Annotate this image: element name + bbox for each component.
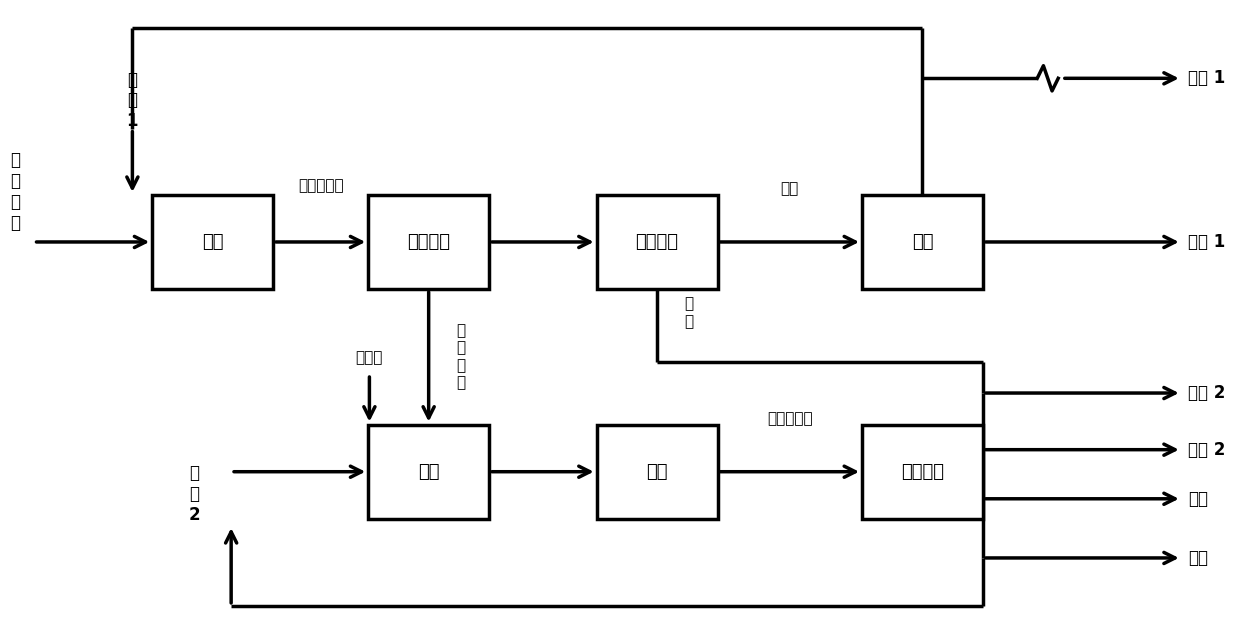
Text: 溶
剂
1: 溶 剂 1 [126, 70, 138, 130]
Text: 轻油 2: 轻油 2 [1188, 441, 1225, 458]
Text: 油水分离: 油水分离 [636, 233, 678, 251]
Text: 原
料
污
泥: 原 料 污 泥 [10, 151, 20, 232]
Text: 溶
剂
2: 溶 剂 2 [188, 464, 200, 523]
Text: 轻油 1: 轻油 1 [1188, 233, 1225, 251]
Text: 油相: 油相 [781, 181, 799, 196]
Text: 液化: 液化 [646, 463, 668, 481]
Text: 催化剂: 催化剂 [356, 350, 383, 364]
Text: 气体 1: 气体 1 [1188, 69, 1225, 87]
Text: 残渣: 残渣 [1188, 549, 1208, 567]
Text: 蒸馏: 蒸馏 [911, 233, 934, 251]
Text: 萃
取
残
渣: 萃 取 残 渣 [456, 323, 465, 391]
Text: 抽提分离: 抽提分离 [901, 463, 944, 481]
Bar [596, 425, 718, 519]
Text: 萃取: 萃取 [202, 233, 223, 251]
Text: 过滤分离: 过滤分离 [407, 233, 450, 251]
Text: 气体 2: 气体 2 [1188, 384, 1225, 402]
Bar [368, 425, 489, 519]
Text: 液固混合物: 液固混合物 [766, 411, 812, 425]
Bar [596, 195, 718, 289]
Text: 重油: 重油 [1188, 490, 1208, 508]
Bar [862, 195, 983, 289]
Text: 预热: 预热 [418, 463, 439, 481]
Text: 水
相: 水 相 [684, 297, 693, 329]
Bar [153, 195, 273, 289]
Bar [368, 195, 489, 289]
Bar [862, 425, 983, 519]
Text: 液固混合物: 液固混合物 [298, 178, 343, 193]
